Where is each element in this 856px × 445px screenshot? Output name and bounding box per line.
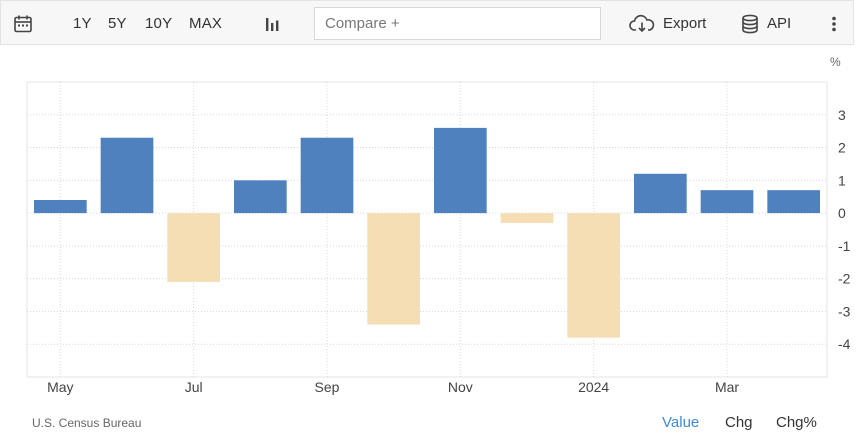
chart-toolbar: 1Y 5Y 10Y MAX Export API bbox=[0, 0, 854, 45]
bar bbox=[767, 190, 820, 214]
bar bbox=[100, 137, 154, 214]
x-tick-label: Jul bbox=[185, 379, 203, 395]
bar-chart: 3 2 1 0 -1 -2 -3 -4% May Jul Sep Nov 2024 Mar bbox=[26, 55, 851, 395]
y-tick-label: -2 bbox=[838, 271, 851, 287]
y-tick-label: -1 bbox=[838, 238, 851, 254]
plot-frame bbox=[26, 81, 828, 378]
export-button[interactable]: Export bbox=[629, 1, 706, 46]
x-tick-label: Sep bbox=[315, 379, 340, 395]
bar bbox=[167, 213, 220, 282]
range-max-button[interactable]: MAX bbox=[189, 15, 223, 32]
cloud-download-icon bbox=[629, 14, 655, 34]
bar bbox=[367, 213, 420, 325]
api-label: API bbox=[767, 15, 792, 32]
chg-percent-button[interactable]: Chg% bbox=[776, 414, 817, 431]
chart-area: 3 2 1 0 -1 -2 -3 -4% May Jul Sep Nov 2024 Mar bbox=[0, 45, 856, 405]
range-10y-button[interactable]: 10Y bbox=[145, 15, 173, 32]
x-tick-label: May bbox=[47, 379, 73, 395]
api-button[interactable]: API bbox=[741, 1, 791, 46]
x-tick-label: 2024 bbox=[578, 379, 609, 395]
more-options-icon[interactable] bbox=[829, 1, 839, 46]
compare-input[interactable] bbox=[314, 7, 601, 40]
x-tick-label: Nov bbox=[448, 379, 473, 395]
export-label: Export bbox=[663, 15, 707, 32]
y-tick-label: 3 bbox=[838, 107, 846, 123]
bar bbox=[500, 213, 554, 223]
x-tick-label: Mar bbox=[715, 379, 739, 395]
bar bbox=[634, 173, 687, 214]
value-button[interactable]: Value bbox=[662, 414, 700, 431]
y-tick-label: 2 bbox=[838, 140, 846, 156]
range-5y-button[interactable]: 5Y bbox=[108, 15, 127, 32]
y-tick-label: -3 bbox=[838, 303, 851, 319]
source-label: U.S. Census Bureau bbox=[32, 416, 142, 430]
bar bbox=[700, 190, 754, 214]
y-tick-label: 1 bbox=[838, 172, 846, 188]
y-tick-label: 0 bbox=[838, 205, 846, 221]
database-icon bbox=[741, 14, 759, 34]
chart-type-icon[interactable] bbox=[263, 1, 281, 46]
bar bbox=[567, 213, 620, 338]
bar bbox=[300, 137, 354, 214]
chg-button[interactable]: Chg bbox=[725, 414, 753, 431]
bar bbox=[34, 200, 87, 214]
bar bbox=[434, 127, 487, 214]
y-unit-label: % bbox=[830, 55, 841, 69]
y-tick-label: -4 bbox=[838, 336, 851, 352]
range-1y-button[interactable]: 1Y bbox=[73, 15, 92, 32]
bar bbox=[234, 180, 287, 214]
calendar-icon[interactable] bbox=[13, 1, 33, 46]
